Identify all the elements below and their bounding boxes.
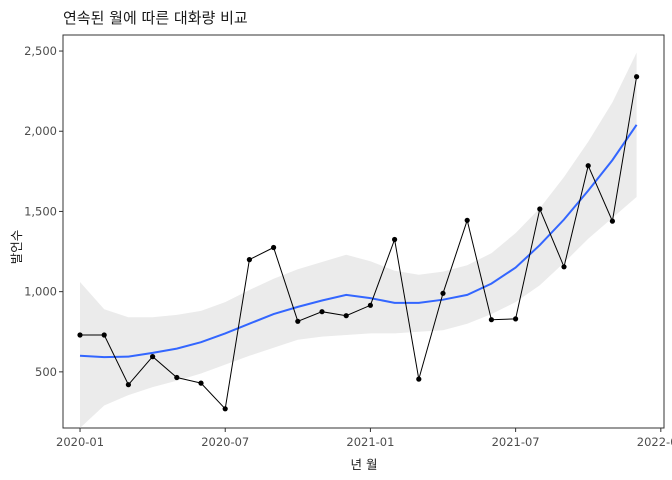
data-point <box>295 318 301 324</box>
data-point <box>198 380 204 386</box>
trend-line <box>79 124 638 359</box>
data-point <box>77 332 83 338</box>
data-point <box>150 354 156 360</box>
y-tick-label: 1,500 <box>24 204 57 218</box>
data-point <box>392 236 398 243</box>
y-axis-title: 발언수 <box>9 230 24 265</box>
y-tick-label: 500 <box>35 365 57 379</box>
data-point <box>585 163 591 169</box>
y-tick-label: 2,500 <box>24 44 57 58</box>
data-point <box>343 313 349 319</box>
data-point <box>488 317 494 323</box>
x-tick-label: 2022-01 <box>637 435 672 449</box>
data-point <box>271 244 277 251</box>
y-tick-label: 2,000 <box>24 124 57 138</box>
data-point <box>561 264 567 270</box>
x-tick-label: 2021-01 <box>346 435 394 449</box>
x-tick-label: 2020-07 <box>201 435 249 449</box>
data-point <box>416 376 422 382</box>
confidence-band <box>80 52 637 428</box>
data-point <box>222 406 228 412</box>
data-point <box>634 74 640 80</box>
y-tick-label: 1,000 <box>24 285 57 299</box>
data-point <box>101 332 107 338</box>
plot-panel <box>62 34 665 429</box>
data-point <box>464 217 470 223</box>
data-point <box>246 257 252 263</box>
x-tick-label: 2020-01 <box>56 435 104 449</box>
data-point <box>440 290 446 296</box>
x-axis-title: 년 월 <box>351 457 378 472</box>
data-point <box>537 206 543 212</box>
x-tick-label: 2021-07 <box>492 435 540 449</box>
data-point <box>367 302 373 308</box>
data-point <box>319 309 325 315</box>
chart-title: 연속된 월에 따른 대화량 비교 <box>63 9 248 27</box>
data-point <box>609 218 616 224</box>
series-line <box>80 76 638 410</box>
data-point <box>125 382 131 388</box>
data-point <box>513 316 519 322</box>
data-point <box>174 374 180 381</box>
